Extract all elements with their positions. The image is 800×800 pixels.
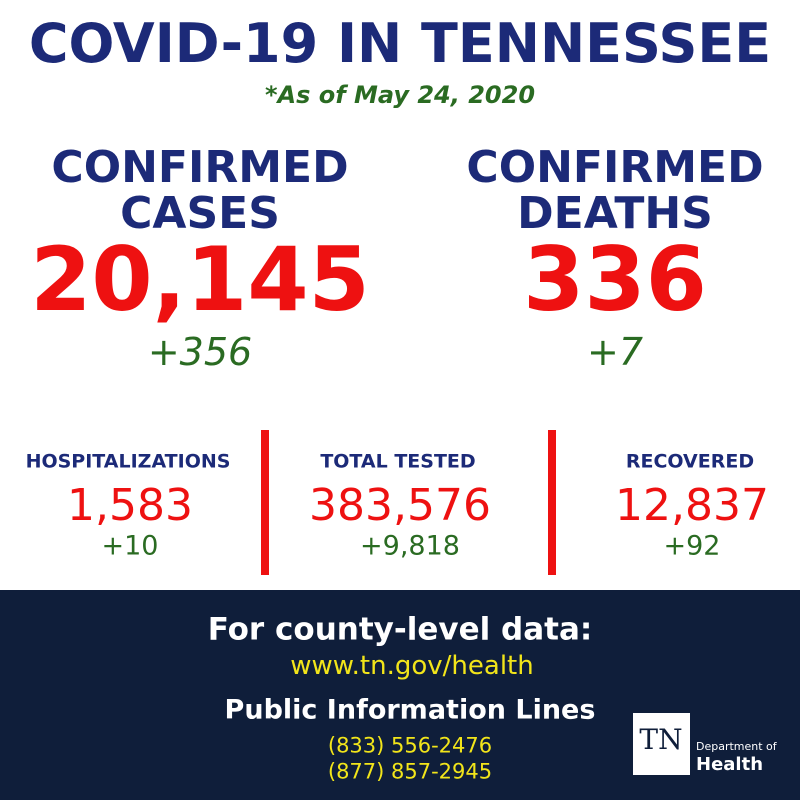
stat-label: HOSPITALIZATIONS	[25, 450, 231, 473]
footer-heading: For county-level data:	[207, 611, 593, 648]
subtitle: *As of May 24, 2020	[264, 81, 536, 109]
logo-box	[633, 713, 690, 775]
stat-value: 1,583	[67, 480, 193, 531]
primary-label: CONFIRMED	[51, 142, 349, 193]
primary-value: 20,145	[30, 228, 370, 331]
divider	[261, 430, 269, 575]
stat-change: +92	[663, 530, 721, 562]
primary-label: DEATHS	[517, 188, 713, 239]
primary-label: CONFIRMED	[466, 142, 764, 193]
logo-line: Department of	[696, 740, 777, 753]
stat-change: +9,818	[360, 530, 460, 562]
logo-mark: TN	[639, 723, 683, 756]
primary-value: 336	[523, 228, 707, 331]
primary-change: +356	[147, 330, 253, 374]
divider	[548, 430, 556, 575]
logo-line: Health	[696, 754, 764, 775]
primary-change: +7	[586, 330, 644, 374]
phone: (877) 857-2945	[327, 759, 493, 784]
stat-value: 12,837	[615, 480, 769, 531]
stat-change: +10	[101, 530, 159, 562]
lines-heading: Public Information Lines	[224, 694, 596, 726]
primary-label: CASES	[120, 188, 280, 239]
footer-url[interactable]: www.tn.gov/health	[290, 651, 534, 681]
stat-value: 383,576	[309, 480, 491, 531]
stat-label: RECOVERED	[625, 450, 755, 473]
stat-label: TOTAL TESTED	[320, 450, 476, 473]
title: COVID-19 IN TENNESSEE	[28, 12, 772, 75]
phone: (833) 556-2476	[327, 733, 493, 758]
